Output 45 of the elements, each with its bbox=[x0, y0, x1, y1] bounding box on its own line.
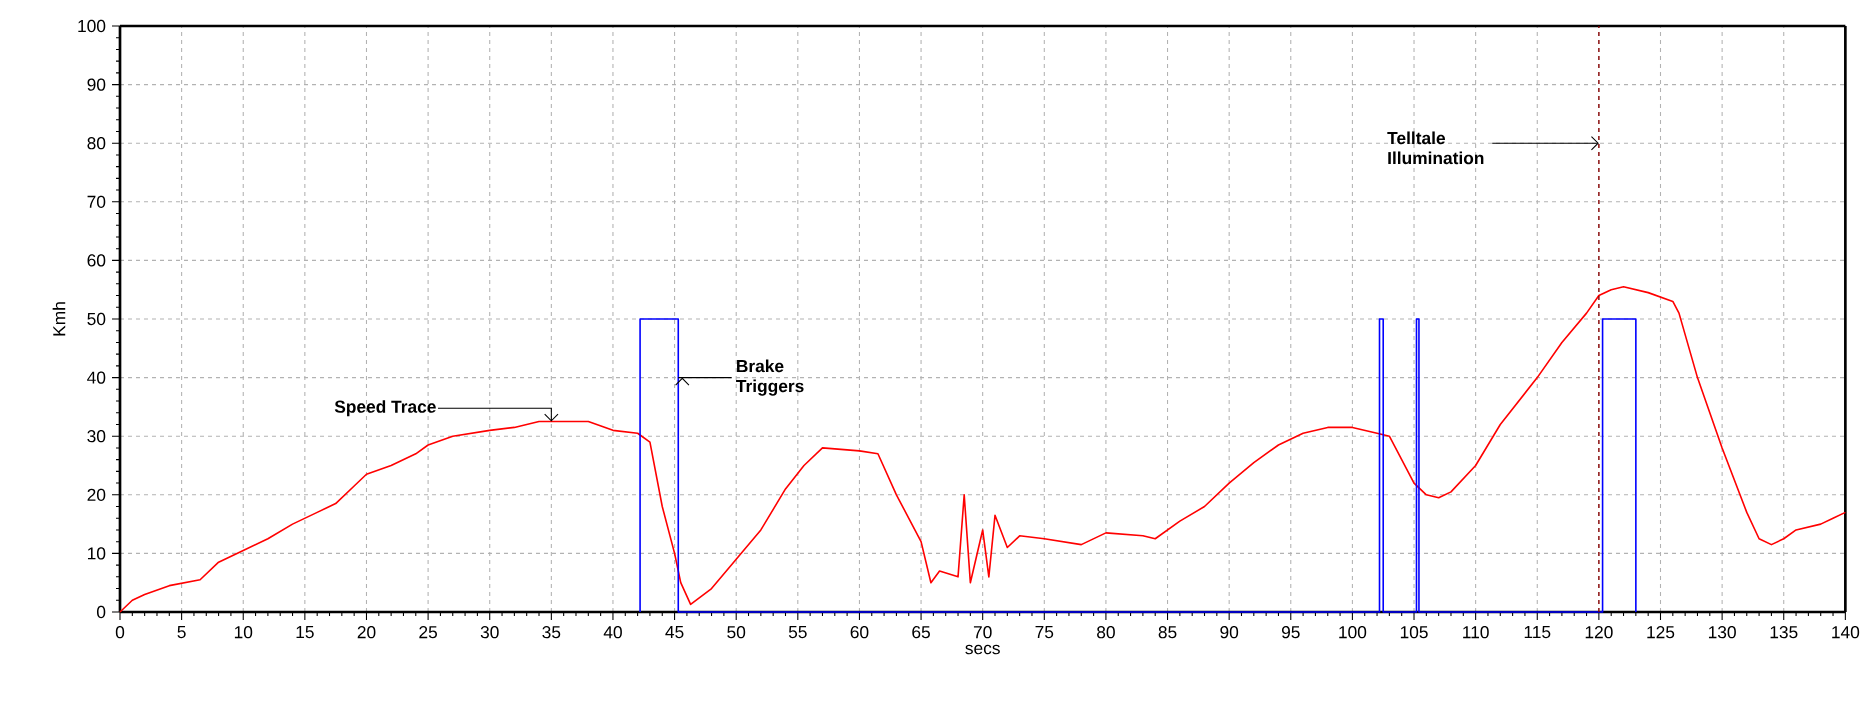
x-axis-title: secs bbox=[965, 644, 1000, 655]
y-tick-label: 20 bbox=[87, 488, 106, 501]
x-tick-label: 45 bbox=[665, 626, 684, 639]
x-tick-label: 10 bbox=[234, 626, 253, 639]
x-tick-label: 65 bbox=[912, 626, 930, 639]
y-tick-label: 80 bbox=[87, 137, 106, 150]
x-tick-label: 125 bbox=[1647, 626, 1675, 639]
x-tick-label: 20 bbox=[357, 626, 376, 639]
x-tick-label: 75 bbox=[1035, 626, 1054, 639]
y-axis-title: Kmh bbox=[52, 302, 66, 336]
x-tick-label: 50 bbox=[727, 626, 746, 639]
x-tick-label: 60 bbox=[850, 626, 869, 639]
annotation: Brake Triggers bbox=[736, 359, 804, 396]
x-tick-label: 15 bbox=[296, 626, 314, 639]
y-tick-label: 0 bbox=[96, 605, 106, 619]
x-tick-label: 110 bbox=[1463, 626, 1489, 639]
x-tick-label: 85 bbox=[1158, 626, 1177, 639]
y-tick-label: 60 bbox=[87, 254, 106, 267]
y-tick-label: 40 bbox=[87, 371, 106, 384]
annotation: Speed Trace bbox=[334, 400, 436, 417]
x-tick-label: 5 bbox=[177, 626, 186, 639]
x-tick-label: 100 bbox=[1339, 626, 1367, 639]
y-tick-label: 30 bbox=[87, 430, 106, 443]
x-tick-label: 115 bbox=[1524, 626, 1551, 639]
x-tick-label: 25 bbox=[419, 626, 438, 639]
x-tick-label: 90 bbox=[1220, 626, 1239, 639]
x-tick-label: 55 bbox=[788, 626, 807, 639]
x-tick-label: 40 bbox=[603, 626, 622, 639]
x-tick-label: 140 bbox=[1832, 626, 1860, 639]
x-tick-label: 120 bbox=[1585, 626, 1613, 639]
x-tick-label: 105 bbox=[1400, 626, 1428, 639]
x-tick-label: 95 bbox=[1281, 626, 1300, 639]
x-tick-label: 70 bbox=[973, 626, 992, 639]
y-tick-label: 10 bbox=[87, 547, 106, 560]
x-tick-label: 30 bbox=[480, 626, 499, 639]
x-tick-label: 135 bbox=[1770, 626, 1798, 639]
x-tick-label: 0 bbox=[115, 626, 125, 639]
y-tick-label: 70 bbox=[87, 195, 106, 208]
x-tick-label: 80 bbox=[1097, 626, 1115, 639]
y-tick-label: 90 bbox=[87, 78, 106, 91]
annotation: Telltale Illumination bbox=[1387, 131, 1484, 165]
x-tick-label: 130 bbox=[1708, 626, 1736, 639]
y-tick-label: 100 bbox=[78, 19, 106, 33]
y-tick-label: 50 bbox=[87, 312, 106, 326]
x-tick-label: 35 bbox=[542, 626, 561, 639]
